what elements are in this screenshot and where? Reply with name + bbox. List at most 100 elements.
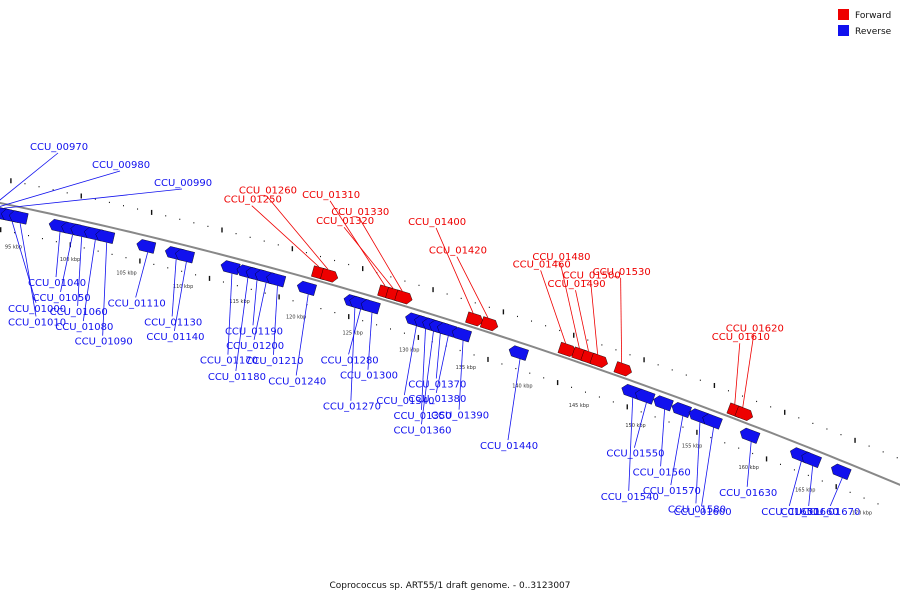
gene-label[interactable]: CCU_01570 xyxy=(643,486,701,497)
kbp-marker-label: 115 kbp xyxy=(229,299,249,305)
gene-label[interactable]: CCU_01630 xyxy=(719,488,777,499)
legend-forward-swatch xyxy=(838,9,849,20)
gene-label[interactable]: CCU_01500 xyxy=(563,270,621,281)
gene-label[interactable]: CCU_01560 xyxy=(633,467,691,478)
gene-label[interactable]: CCU_01600 xyxy=(674,507,732,518)
legend-reverse-label: Reverse xyxy=(855,27,892,37)
gene-label[interactable]: CCU_01620 xyxy=(726,323,784,334)
gene-label[interactable]: CCU_01040 xyxy=(28,278,86,289)
gene-feature-ccu_01390[interactable] xyxy=(451,326,472,343)
gene-label[interactable]: CCU_01200 xyxy=(226,341,284,352)
gene-label[interactable]: CCU_01320 xyxy=(316,216,374,227)
gene-feature-ccu_01330[interactable] xyxy=(394,289,413,305)
gene-label[interactable]: CCU_01490 xyxy=(547,279,605,290)
gene-label[interactable]: CCU_01400 xyxy=(408,217,466,228)
gene-feature-ccu_01660[interactable] xyxy=(801,451,822,469)
gene-label[interactable]: CCU_01420 xyxy=(429,246,487,257)
gene-feature-ccu_01170[interactable] xyxy=(220,260,241,276)
gene-label[interactable]: CCU_01110 xyxy=(108,298,166,309)
gene-feature-ccu_01140[interactable] xyxy=(175,248,195,264)
legend-forward-label: Forward xyxy=(855,11,891,21)
gene-feature-ccu_01530[interactable] xyxy=(613,361,632,377)
gene-label[interactable]: CCU_01440 xyxy=(480,441,538,452)
gene-label[interactable]: CCU_01390 xyxy=(431,411,489,422)
leader-line xyxy=(266,195,329,270)
gene-label[interactable]: CCU_01140 xyxy=(146,332,204,343)
gene-label[interactable]: CCU_01080 xyxy=(55,322,113,333)
gene-label[interactable]: CCU_01360 xyxy=(393,425,451,436)
kbp-marker-label: 165 kbp xyxy=(795,487,815,493)
gene-label[interactable]: CCU_01090 xyxy=(75,337,133,348)
gene-label[interactable]: CCU_01530 xyxy=(593,267,651,278)
leader-line xyxy=(135,252,149,298)
gene-label[interactable]: CCU_01000 xyxy=(8,304,66,315)
gene-label[interactable]: CCU_01610 xyxy=(712,332,770,343)
gene-feature-ccu_01400[interactable] xyxy=(465,311,484,327)
gene-feature-ccu_01550[interactable] xyxy=(635,388,656,405)
gene-label[interactable]: CCU_01170 xyxy=(200,356,258,367)
gene-feature-ccu_01240[interactable] xyxy=(296,280,317,296)
gene-feature-ccu_01500[interactable] xyxy=(589,352,608,368)
gene-label[interactable]: CCU_01260 xyxy=(239,185,297,196)
gene-feature-ccu_01300[interactable] xyxy=(360,299,381,315)
gene-label[interactable]: CCU_01310 xyxy=(302,190,360,201)
gene-label[interactable]: CCU_01650 xyxy=(761,507,819,518)
gene-feature-ccu_01570[interactable] xyxy=(671,402,692,419)
gene-feature-ccu_01440[interactable] xyxy=(508,345,529,361)
gene-label[interactable]: CCU_01670 xyxy=(802,507,860,518)
gene-label[interactable]: CCU_01540 xyxy=(601,492,659,503)
gene-label[interactable]: CCU_01340 xyxy=(376,396,434,407)
gene-label[interactable]: CCU_01010 xyxy=(8,317,66,328)
gene-label[interactable]: CCU_00990 xyxy=(154,178,212,189)
gene-label[interactable]: CCU_01190 xyxy=(225,326,283,337)
kbp-marker-label: 125 kbp xyxy=(343,330,363,336)
gene-feature-ccu_01260[interactable] xyxy=(320,268,339,283)
gene-label[interactable]: CCU_01130 xyxy=(144,317,202,328)
gene-label[interactable]: CCU_01460 xyxy=(513,259,571,270)
gene-feature-ccu_01420[interactable] xyxy=(479,316,499,332)
gene-label[interactable]: CCU_01240 xyxy=(268,376,326,387)
gene-label[interactable]: CCU_01280 xyxy=(321,355,379,366)
gene-label[interactable]: CCU_01550 xyxy=(606,449,664,460)
gene-feature-ccu_01090[interactable] xyxy=(95,229,116,244)
gene-label[interactable]: CCU_00970 xyxy=(30,142,88,153)
gene-label[interactable]: CCU_01350 xyxy=(393,411,451,422)
leader-line xyxy=(507,359,521,441)
leader-line xyxy=(788,461,802,507)
leader-line xyxy=(0,152,59,201)
leader-line xyxy=(575,290,589,352)
gene-feature-ccu_01620[interactable] xyxy=(734,405,754,421)
gene-label[interactable]: CCU_01270 xyxy=(323,402,381,413)
gene-label[interactable]: CCU_01060 xyxy=(50,307,108,318)
kbp-marker-label: 140 kbp xyxy=(512,384,532,390)
kbp-marker-label: 120 kbp xyxy=(286,314,306,320)
gene-label[interactable]: CCU_01660 xyxy=(781,507,839,518)
gene-feature-ccu_01210[interactable] xyxy=(266,272,287,288)
gene-label[interactable]: CCU_01050 xyxy=(33,293,91,304)
gene-label[interactable]: CCU_01580 xyxy=(668,504,726,515)
kbp-marker-label: 110 kbp xyxy=(173,284,193,290)
leader-line xyxy=(620,277,623,363)
gene-feature-ccu_01600[interactable] xyxy=(702,413,723,430)
gene-label[interactable]: CCU_01300 xyxy=(340,371,398,382)
gene-label[interactable]: CCU_01380 xyxy=(408,394,466,405)
gene-label[interactable]: CCU_01180 xyxy=(208,372,266,383)
gene-label[interactable]: CCU_01330 xyxy=(331,207,389,218)
legend-reverse-swatch xyxy=(838,25,849,36)
gene-feature-ccu_01630[interactable] xyxy=(739,427,761,444)
leader-line xyxy=(435,333,441,379)
gene-feature-ccu_01010[interactable] xyxy=(8,210,29,225)
kbp-marker-label: 170 kbp xyxy=(852,511,872,517)
gene-label[interactable]: CCU_01480 xyxy=(532,252,590,263)
leader-line xyxy=(19,223,37,317)
gene-feature-ccu_01110[interactable] xyxy=(136,239,157,254)
leader-line xyxy=(82,239,96,322)
forward-track-dots xyxy=(10,178,898,459)
gene-feature-ccu_01670[interactable] xyxy=(831,463,852,481)
gene-label[interactable]: CCU_01370 xyxy=(408,379,466,390)
gene-feature-ccu_01560[interactable] xyxy=(653,395,674,412)
gene-label[interactable]: CCU_00980 xyxy=(92,160,150,171)
gene-label[interactable]: CCU_01210 xyxy=(245,356,303,367)
gene-features xyxy=(0,207,852,481)
gene-label[interactable]: CCU_01250 xyxy=(224,195,282,206)
